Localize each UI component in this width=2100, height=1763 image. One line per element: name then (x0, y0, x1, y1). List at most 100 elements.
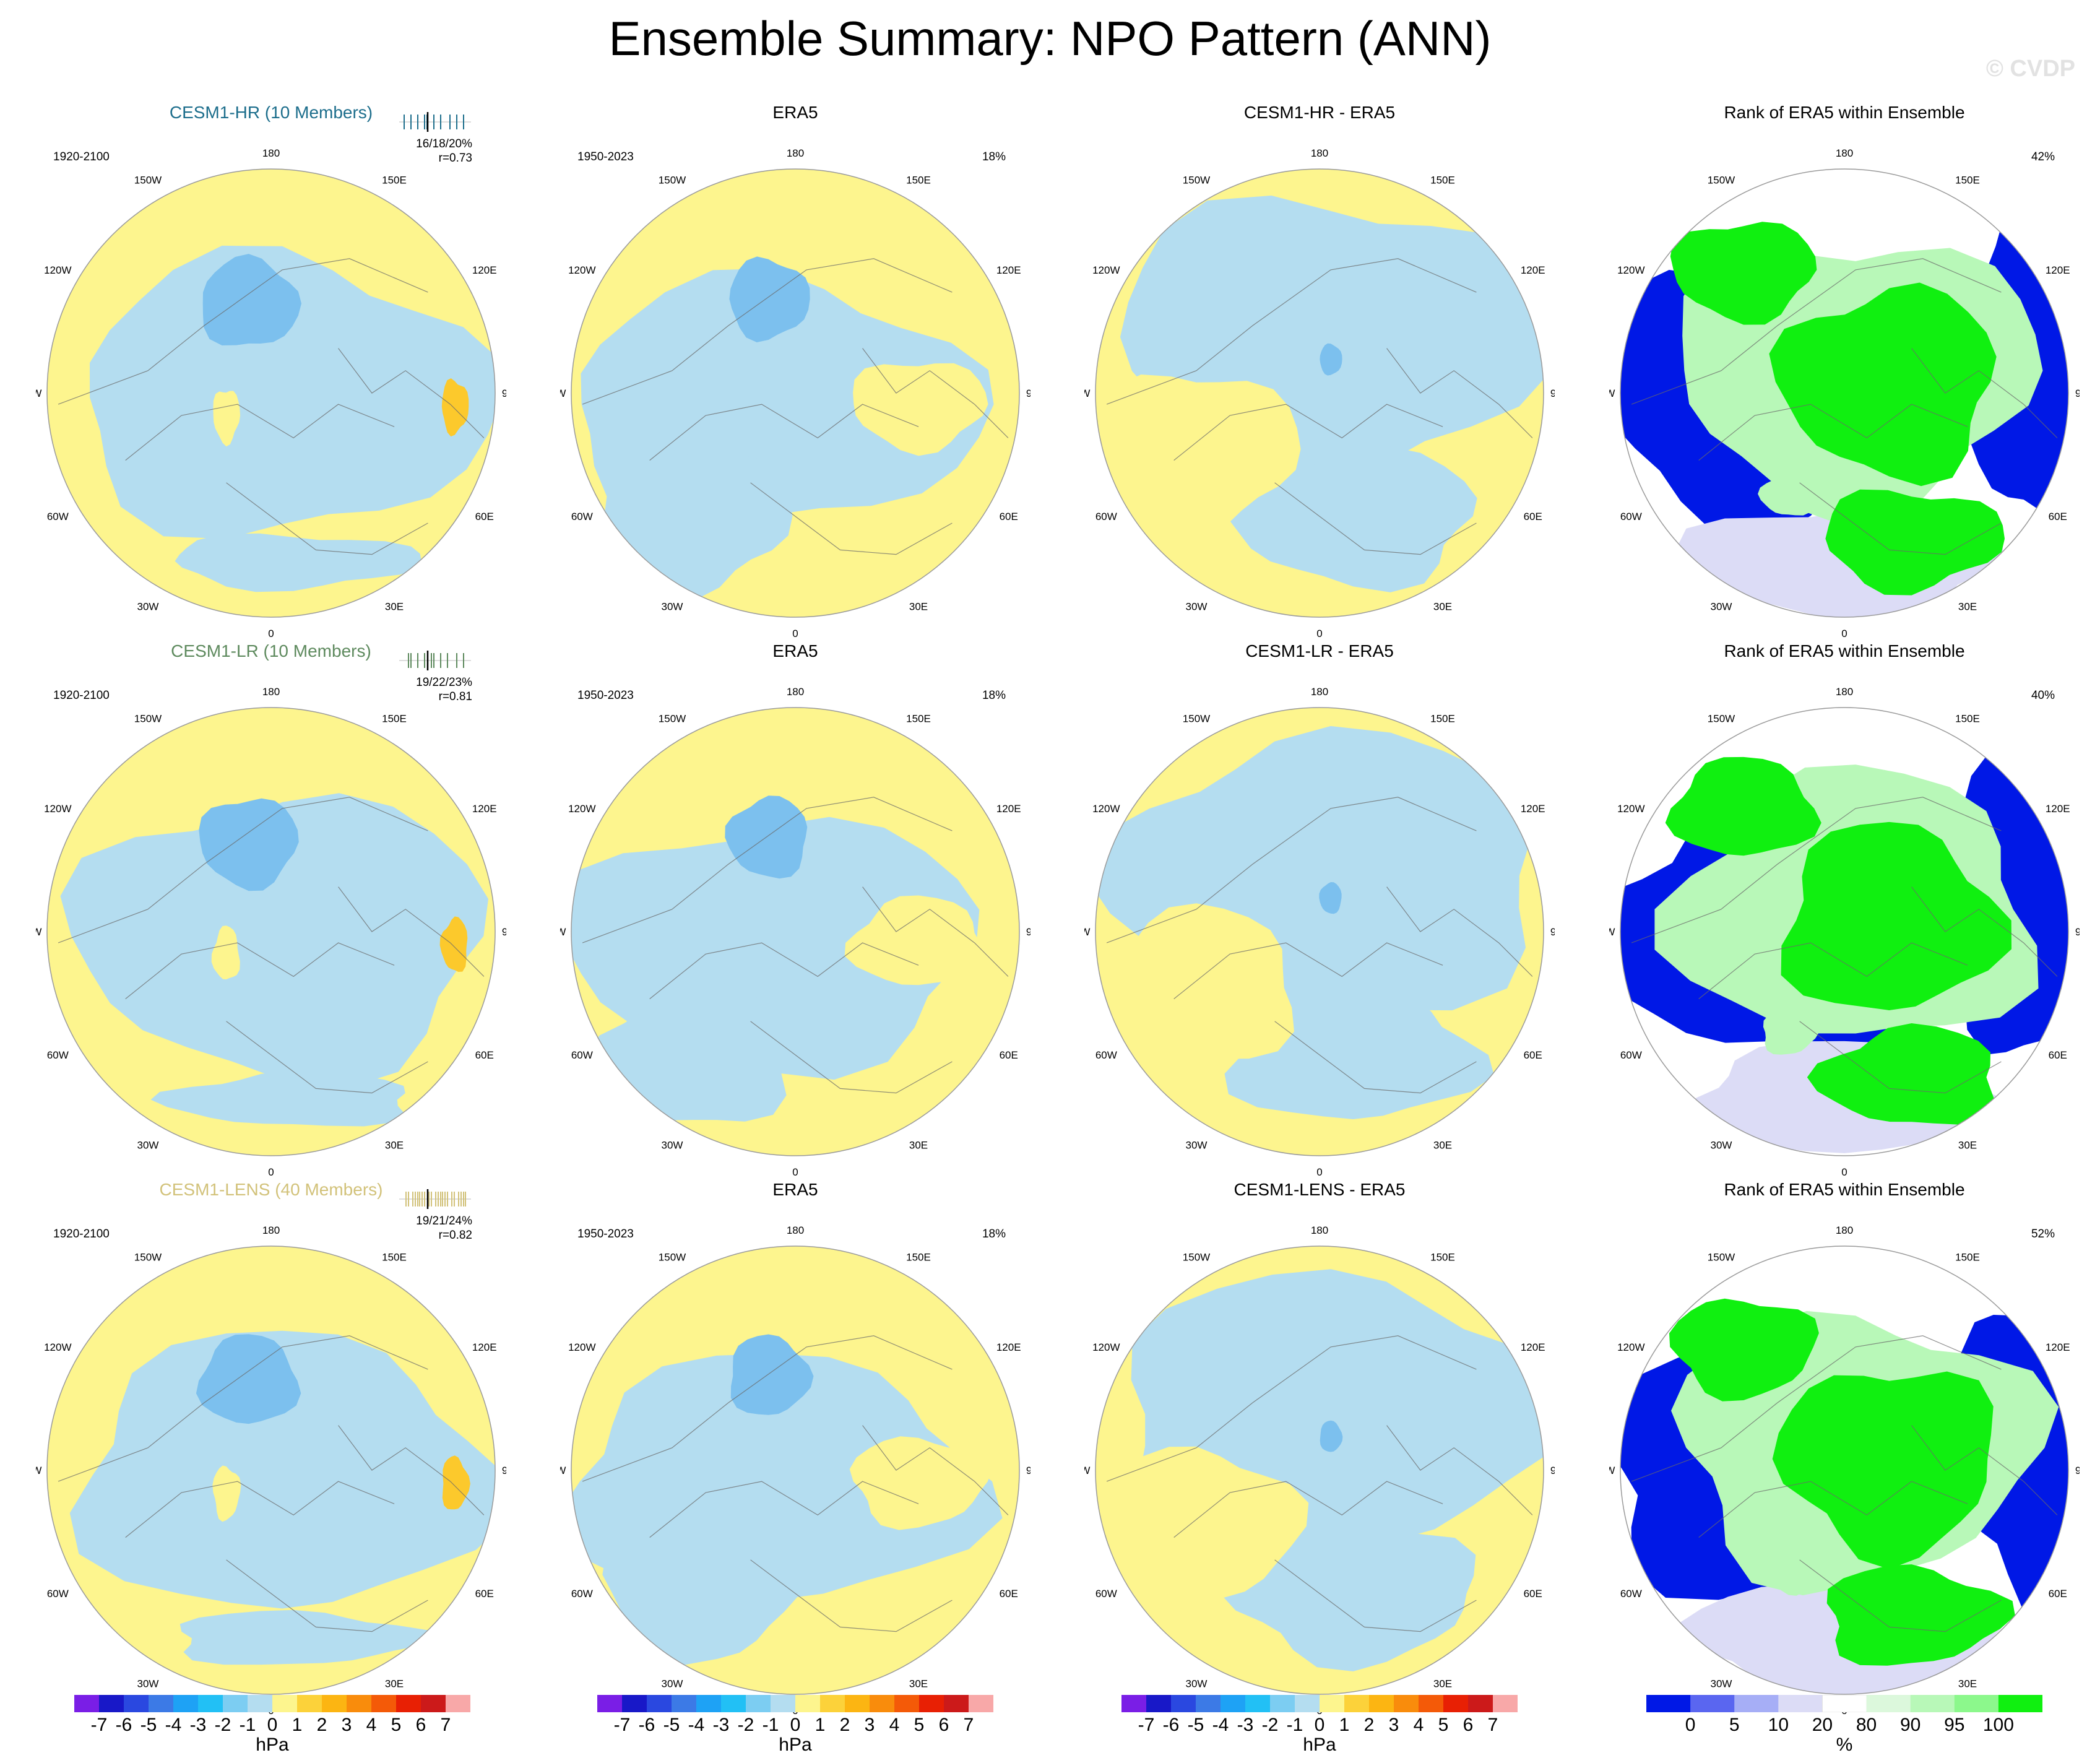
colorbar-swatch (1468, 1695, 1493, 1712)
longitude-label: 30E (1958, 1140, 1977, 1151)
longitude-label: 120W (568, 803, 595, 815)
colorbar-tick-label: -6 (638, 1715, 655, 1735)
rank-panel: Rank of ERA5 within Ensemble 52% 180 150E 12… (1609, 1179, 2080, 1717)
colorbar-swatch (672, 1695, 697, 1712)
colorbar-swatch (1245, 1695, 1271, 1712)
colorbar-tick-label: -6 (115, 1715, 132, 1735)
colorbar-tick-label: 100 (1982, 1715, 2014, 1735)
coastlines (582, 258, 1009, 555)
colorbar-swatch (746, 1695, 771, 1712)
colorbar-swatch (446, 1695, 470, 1712)
colorbar-unit: % (1836, 1735, 1853, 1755)
field-region (90, 245, 495, 539)
colorbar-swatch (1320, 1695, 1345, 1712)
longitude-label: 150E (382, 713, 407, 724)
colorbar-swatch (696, 1695, 722, 1712)
colorbar-swatch (944, 1695, 969, 1712)
longitude-label: 90W (1084, 388, 1090, 399)
longitude-label: 90W (1609, 388, 1615, 399)
longitude-label: 120W (44, 264, 71, 276)
longitude-label: 60W (1095, 1049, 1117, 1061)
longitude-label: 60W (1095, 1588, 1117, 1600)
longitude-label: 90E (1026, 1465, 1031, 1476)
map-outline (571, 1245, 1020, 1695)
ensemble-stats: 16/18/20% r=0.73 (416, 137, 472, 165)
colorbar-tick-label: -2 (737, 1715, 754, 1735)
longitude-label: 60W (1620, 511, 1642, 522)
map-outline (1095, 1245, 1544, 1695)
map-outline (46, 168, 496, 618)
field-region (844, 895, 988, 985)
era5-panel: ERA51950-202318%180150E120E90E60E30E030W… (560, 1179, 1031, 1717)
member-spread-strip (399, 1189, 471, 1209)
field-region (150, 1070, 405, 1127)
longitude-label: 150E (1430, 1251, 1455, 1263)
colorbar-tick-label: -3 (189, 1715, 207, 1735)
longitude-label: 180 (787, 147, 804, 159)
polar-map: 180150E120E90E60E30E030W60W90W120W150W (1084, 686, 1555, 1178)
field-contours (1620, 1271, 2068, 1694)
map-outline (46, 707, 496, 1156)
era5-panel: ERA51950-202318%180150E120E90E60E30E030W… (560, 641, 1031, 1178)
longitude-label: 90E (1026, 926, 1031, 938)
longitude-label: 120E (1521, 264, 1545, 276)
field-region (1758, 469, 1813, 516)
colorbar-swatch (248, 1695, 273, 1712)
field-region (212, 1465, 241, 1522)
longitude-label: 60E (475, 1049, 494, 1061)
colorbar-tick-label: 5 (914, 1715, 925, 1735)
longitude-label: 150E (1430, 713, 1455, 724)
field-region (602, 1519, 802, 1668)
longitude-label: 90E (1550, 388, 1555, 399)
longitude-label: 60W (1620, 1588, 1642, 1600)
colorbar-swatch (845, 1695, 870, 1712)
colorbar-swatch (1778, 1695, 1823, 1712)
ensemble-panel: CESM1-HR (10 Members) 1920-2100 16/18/20% r… (36, 102, 506, 639)
colorbar-swatch (894, 1695, 920, 1712)
field-region (849, 1436, 993, 1530)
longitude-label: 120E (2046, 264, 2070, 276)
longitude-label: 180 (262, 1224, 280, 1236)
colorbar-swatch (1270, 1695, 1295, 1712)
colorbar-swatch (1221, 1695, 1246, 1712)
map-outline (1620, 168, 2069, 618)
colorbar-tick-label: -5 (663, 1715, 680, 1735)
longitude-label: 60W (47, 1049, 69, 1061)
longitude-label: 180 (1311, 147, 1328, 159)
polar-map: 180150E120E90E60E30E030W60W90W120W150W (1609, 147, 2080, 639)
colorbar-swatch (347, 1695, 372, 1712)
longitude-label: 120E (1521, 1341, 1545, 1353)
variance-explained: 40% (2031, 689, 2055, 702)
longitude-label: 150W (659, 174, 686, 186)
polar-map: 180150E120E90E60E30E030W60W90W120W150W (36, 1224, 506, 1717)
colorbar-swatch (1821, 1695, 1867, 1712)
field-contours (1099, 195, 1544, 592)
field-region (730, 1334, 814, 1415)
colorbar-tick-label: 95 (1944, 1715, 1965, 1735)
map-outline (1620, 1245, 2069, 1695)
colorbar-tick-label: 6 (1463, 1715, 1474, 1735)
colorbar-swatch (1866, 1695, 1911, 1712)
variance-explained: 18% (982, 1228, 1006, 1241)
field-contours (1095, 726, 1530, 1119)
longitude-label: 180 (262, 686, 280, 698)
colorbar-tick-label: -4 (688, 1715, 705, 1735)
longitude-label: 120E (472, 1341, 497, 1353)
longitude-label: 30E (385, 1140, 404, 1151)
colorbar-swatch (1734, 1695, 1779, 1712)
diff-panel: CESM1-LR - ERA5 180 150E 120E 90E 60E 30E 0 30W 6… (1084, 641, 1555, 1178)
colorbar-tick-label: 0 (790, 1715, 801, 1735)
field-region (1096, 1446, 1309, 1608)
colorbar-swatch (647, 1695, 672, 1712)
longitude-label: 30W (1711, 1140, 1732, 1151)
colorbar-swatch (1493, 1695, 1518, 1712)
field-contours (90, 245, 495, 592)
longitude-label: 30W (137, 1140, 159, 1151)
longitude-label: 60E (1000, 1049, 1018, 1061)
longitude-label: 90E (1550, 926, 1555, 938)
period-label: 1950-2023 (577, 150, 634, 163)
field-region (1769, 282, 1997, 487)
longitude-label: 180 (787, 686, 804, 698)
colorbar-swatch (1369, 1695, 1394, 1712)
colorbar-swatch (1394, 1695, 1419, 1712)
